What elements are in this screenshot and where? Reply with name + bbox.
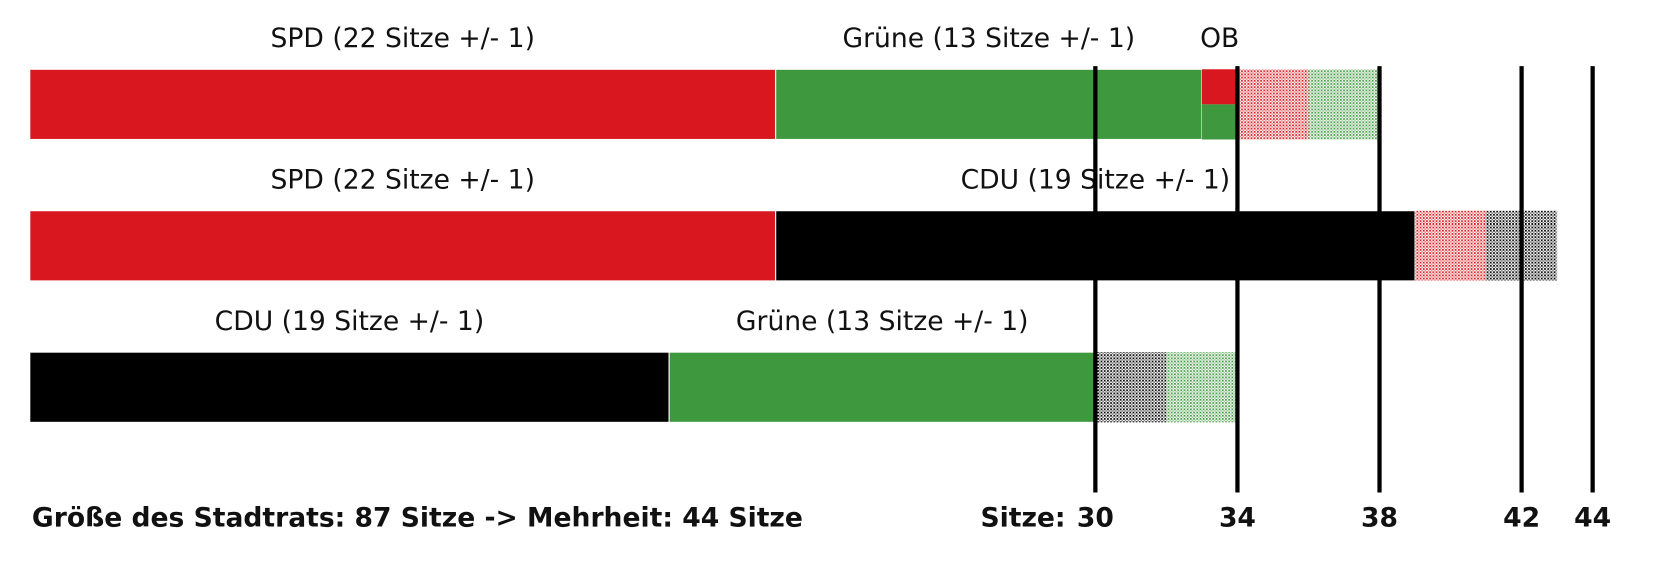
uncertainty-band	[1237, 69, 1309, 140]
footnote: Größe des Stadtrats: 87 Sitze -> Mehrhei…	[32, 503, 803, 534]
bar-segment	[29, 351, 670, 423]
segment-label: OB	[1200, 23, 1239, 54]
x-axis-label: Sitze:	[980, 503, 1065, 534]
segment-label: SPD (22 Sitze +/- 1)	[271, 164, 535, 195]
segment-label: CDU (19 Sitze +/- 1)	[215, 306, 485, 337]
uncertainty-band	[1095, 352, 1167, 423]
segment-label: Grüne (13 Sitze +/- 1)	[842, 23, 1135, 54]
x-tick-label: 34	[1219, 503, 1256, 534]
bar-segment	[1201, 104, 1238, 140]
bar-segment	[775, 68, 1203, 140]
uncertainty-band	[1166, 352, 1238, 423]
uncertainty-band	[1308, 69, 1380, 140]
x-tick-label: 44	[1574, 503, 1611, 534]
x-tick-label: 38	[1361, 503, 1398, 534]
x-tick-label: 42	[1503, 503, 1540, 534]
bar-segment	[29, 68, 777, 140]
segment-label: Grüne (13 Sitze +/- 1)	[736, 306, 1029, 337]
segment-label: SPD (22 Sitze +/- 1)	[271, 23, 535, 54]
x-tick-label: 30	[1077, 503, 1114, 534]
bar-segment	[1201, 69, 1238, 105]
uncertainty-band	[1415, 210, 1487, 281]
bar-segment	[29, 210, 777, 282]
bar-segment	[668, 351, 1096, 423]
